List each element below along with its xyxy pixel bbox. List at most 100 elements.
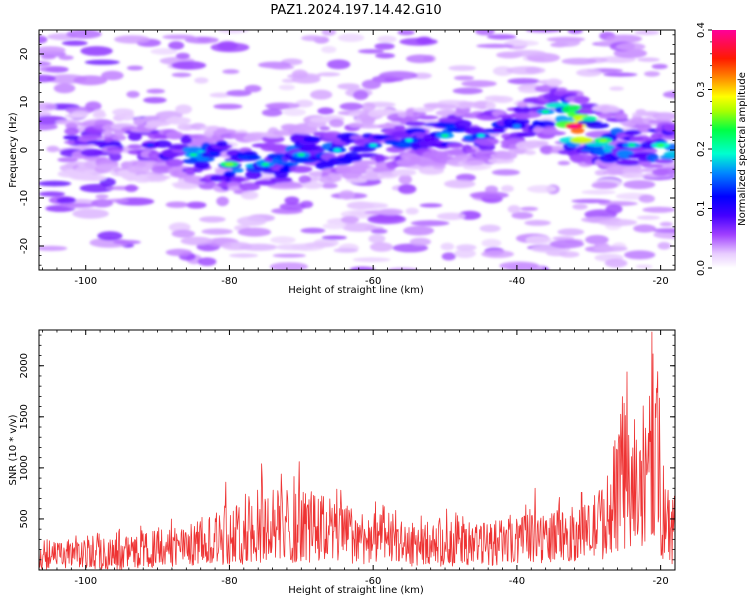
heatmap-band-blob xyxy=(465,148,477,154)
heatmap-noise-blob xyxy=(448,65,477,71)
snr-y-axis-label: SNR (10 * v/v) xyxy=(8,414,19,485)
heatmap-noise-blob xyxy=(321,235,347,240)
heatmap-noise-blob xyxy=(557,228,585,236)
heatmap-noise-blob xyxy=(126,65,144,71)
heatmap-noise-blob xyxy=(270,236,296,244)
heatmap-band-blob xyxy=(307,121,327,128)
heatmap-noise-blob xyxy=(317,107,335,115)
heatmap-noise-blob xyxy=(597,219,638,226)
heatmap-band-blob xyxy=(541,128,559,135)
heatmap-noise-blob xyxy=(436,212,466,220)
heatmap-peak-core xyxy=(146,143,155,147)
heatmap-band-blob xyxy=(245,170,262,180)
heatmap-noise-blob xyxy=(321,183,338,189)
heatmap-band-blob xyxy=(377,123,398,130)
heatmap-band-blob xyxy=(319,126,331,131)
heatmap-band-blob xyxy=(652,112,675,121)
heatmap-noise-blob xyxy=(476,43,514,49)
heatmap-band-blob xyxy=(416,115,439,120)
heatmap-y-axis-label: Frequency (Hz) xyxy=(8,112,19,188)
heatmap-noise-blob xyxy=(39,74,56,83)
heatmap-noise-blob xyxy=(91,199,114,208)
heatmap-noise-blob xyxy=(261,108,283,117)
heatmap-noise-blob xyxy=(585,235,609,245)
heatmap-band-blob xyxy=(146,174,171,180)
heatmap-noise-blob xyxy=(481,238,502,248)
heatmap-noise-blob xyxy=(39,35,48,44)
heatmap-band-blob xyxy=(240,190,259,200)
figure-title: PAZ1.2024.197.14.42.G10 xyxy=(270,3,441,18)
heatmap-band-blob xyxy=(165,158,184,167)
heatmap-band-blob xyxy=(536,120,556,128)
x-tick-label: -20 xyxy=(652,576,668,587)
heatmap-noise-blob xyxy=(210,42,250,53)
heatmap-band-blob xyxy=(127,165,151,174)
heatmap-noise-blob xyxy=(265,102,300,109)
heatmap-noise-blob xyxy=(624,250,656,260)
heatmap-noise-blob xyxy=(321,46,337,54)
heatmap-band-blob xyxy=(328,172,345,179)
heatmap-band-blob xyxy=(342,170,363,180)
heatmap-band-blob xyxy=(446,143,464,149)
heatmap-noise-blob xyxy=(230,242,243,247)
heatmap-noise-blob xyxy=(222,69,240,74)
heatmap-noise-blob xyxy=(269,64,295,70)
heatmap-noise-blob xyxy=(444,179,476,189)
heatmap-noise-blob xyxy=(378,208,404,216)
heatmap-noise-blob xyxy=(322,223,346,230)
heatmap-noise-blob xyxy=(374,42,395,50)
y-tick-label: 1500 xyxy=(19,404,30,429)
heatmap-noise-blob xyxy=(461,80,497,88)
heatmap-noise-blob xyxy=(338,190,355,200)
heatmap-noise-blob xyxy=(506,66,546,75)
y-tick-label: 1000 xyxy=(19,455,30,480)
heatmap-band-blob xyxy=(516,132,536,137)
heatmap-noise-blob xyxy=(197,257,217,267)
heatmap-band-blob xyxy=(79,134,104,140)
heatmap-band-blob xyxy=(654,159,675,164)
heatmap-noise-blob xyxy=(501,185,514,193)
heatmap-band-blob xyxy=(598,112,613,119)
heatmap-noise-blob xyxy=(572,203,588,210)
heatmap-peak-core xyxy=(477,134,485,138)
heatmap-noise-blob xyxy=(101,70,124,81)
heatmap-band-blob xyxy=(464,160,486,166)
heatmap-noise-blob xyxy=(304,242,335,248)
heatmap-noise-blob xyxy=(184,36,219,44)
heatmap-band-blob xyxy=(616,159,642,166)
heatmap-band-blob xyxy=(404,115,419,122)
heatmap-band-blob xyxy=(350,156,363,162)
heatmap-noise-blob xyxy=(637,57,660,62)
snr-series-line xyxy=(39,331,675,570)
heatmap-band-blob xyxy=(650,132,663,141)
snr-frame xyxy=(38,329,676,571)
heatmap-noise-blob xyxy=(171,61,207,70)
heatmap-noise-blob xyxy=(387,267,418,270)
heatmap-noise-blob xyxy=(659,221,673,227)
heatmap-noise-blob xyxy=(39,66,69,73)
heatmap-band-blob xyxy=(348,122,365,128)
heatmap-band-blob xyxy=(614,112,628,121)
heatmap-noise-blob xyxy=(59,203,96,208)
heatmap-noise-blob xyxy=(339,102,364,111)
heatmap-noise-blob xyxy=(555,38,581,47)
heatmap-band-blob xyxy=(267,143,287,152)
heatmap-peak-core xyxy=(405,138,414,142)
heatmap-noise-blob xyxy=(229,253,259,258)
heatmap-noise-blob xyxy=(239,243,278,251)
colorbar-tick-label: 0.1 xyxy=(696,201,707,217)
heatmap-noise-blob xyxy=(162,34,196,40)
heatmap-noise-blob xyxy=(279,202,307,211)
heatmap-noise-blob xyxy=(236,216,267,227)
heatmap-band-blob xyxy=(230,176,246,183)
y-tick-label: -10 xyxy=(19,190,30,206)
heatmap-blobs xyxy=(39,30,675,270)
heatmap-band-blob xyxy=(119,112,135,121)
heatmap-noise-blob xyxy=(168,41,185,50)
heatmap-noise-blob xyxy=(603,72,638,77)
heatmap-noise-blob xyxy=(361,102,376,112)
x-tick-label: -100 xyxy=(74,276,97,287)
heatmap-noise-blob xyxy=(524,220,551,226)
heatmap-band-blob xyxy=(410,156,421,164)
